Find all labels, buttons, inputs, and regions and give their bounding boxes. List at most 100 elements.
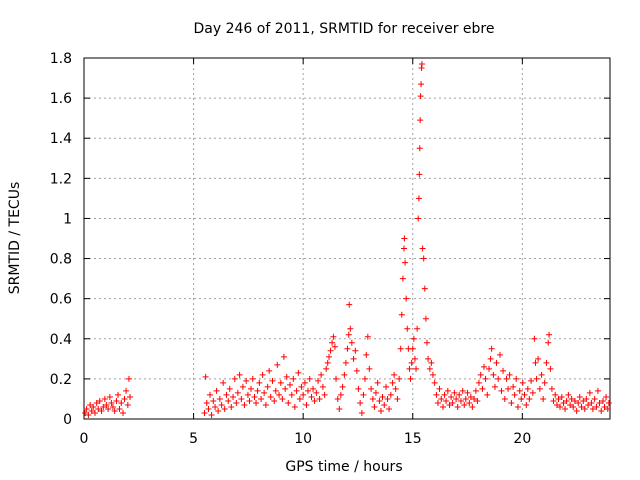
data-point <box>241 401 248 408</box>
data-point <box>213 387 220 394</box>
data-point <box>433 391 440 398</box>
data-point <box>409 345 416 352</box>
x-tick-label: 0 <box>80 431 89 447</box>
data-point <box>364 333 371 340</box>
plot-frame <box>83 57 611 420</box>
data-point <box>371 403 378 410</box>
data-point <box>402 259 409 266</box>
data-point <box>225 397 232 404</box>
data-point <box>418 61 425 68</box>
chart-title: Day 246 of 2011, SRMTID for receiver ebr… <box>194 21 495 37</box>
data-point <box>404 325 411 332</box>
data-point <box>342 359 349 366</box>
data-point <box>448 393 455 400</box>
data-point <box>510 383 517 390</box>
data-point <box>491 383 498 390</box>
data-point <box>533 375 540 382</box>
data-point <box>251 393 258 400</box>
data-point <box>555 395 562 402</box>
data-point <box>586 389 593 396</box>
data-point <box>446 401 453 408</box>
data-point <box>323 365 330 372</box>
data-point <box>456 391 463 398</box>
data-point <box>570 403 577 410</box>
data-point <box>519 379 526 386</box>
data-point <box>249 375 256 382</box>
data-point <box>337 391 344 398</box>
data-point <box>482 375 489 382</box>
data-point <box>416 171 423 178</box>
data-point <box>258 395 265 402</box>
data-point <box>457 397 464 404</box>
data-point <box>277 379 284 386</box>
data-point <box>387 391 394 398</box>
data-point <box>475 379 482 386</box>
data-point <box>508 399 515 406</box>
y-tick-label: 1.4 <box>50 131 72 147</box>
data-point <box>311 397 318 404</box>
data-point <box>540 395 547 402</box>
data-point <box>315 377 322 384</box>
y-tick-label: 1.8 <box>50 51 72 67</box>
data-point <box>267 393 274 400</box>
data-point <box>389 379 396 386</box>
data-point <box>288 391 295 398</box>
data-point <box>571 397 578 404</box>
data-point <box>426 365 433 372</box>
data-point <box>477 371 484 378</box>
y-tick-label: 0.2 <box>50 372 72 388</box>
data-point <box>216 395 223 402</box>
data-point <box>521 391 528 398</box>
data-point <box>381 401 388 408</box>
data-point <box>411 355 418 362</box>
data-point <box>553 401 560 408</box>
data-point <box>576 393 583 400</box>
data-point <box>557 403 564 410</box>
data-point <box>306 375 313 382</box>
data-point <box>88 407 95 414</box>
data-point <box>230 393 237 400</box>
data-point <box>341 371 348 378</box>
y-tick-labels: 0 0.2 0.4 0.6 0.8 1 1.2 1.4 1.6 1.8 <box>50 51 72 428</box>
data-point <box>321 391 328 398</box>
data-point <box>256 379 263 386</box>
data-point <box>339 383 346 390</box>
data-point <box>541 379 548 386</box>
data-point <box>243 377 250 384</box>
data-point <box>431 379 438 386</box>
data-point <box>596 399 603 406</box>
data-point <box>575 399 582 406</box>
data-point <box>236 371 243 378</box>
data-point <box>353 367 360 374</box>
data-point <box>100 403 107 410</box>
data-point <box>360 391 367 398</box>
data-point <box>453 395 460 402</box>
data-point <box>601 403 608 410</box>
data-point <box>524 385 531 392</box>
data-point <box>461 401 468 408</box>
data-point <box>269 377 276 384</box>
data-point <box>573 407 580 414</box>
data-point <box>535 355 542 362</box>
data-point <box>118 399 125 406</box>
data-point <box>403 295 410 302</box>
data-point <box>546 331 553 338</box>
data-point <box>585 401 592 408</box>
data-point <box>384 395 391 402</box>
data-point <box>581 405 588 412</box>
data-point <box>98 407 105 414</box>
data-point <box>428 359 435 366</box>
data-point <box>111 407 118 414</box>
data-point <box>408 359 415 366</box>
data-point <box>490 371 497 378</box>
y-tick-label: 0.4 <box>50 332 72 348</box>
data-point <box>454 403 461 410</box>
data-point <box>324 359 331 366</box>
data-point <box>449 399 456 406</box>
data-point <box>441 391 448 398</box>
data-point <box>246 397 253 404</box>
data-point <box>531 335 538 342</box>
data-point <box>423 339 430 346</box>
data-point <box>326 353 333 360</box>
